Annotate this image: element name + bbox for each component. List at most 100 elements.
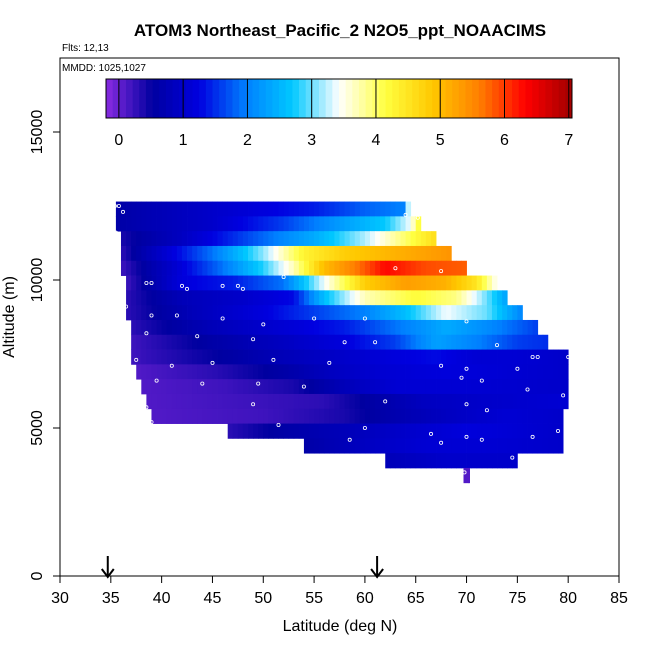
- heatmap-cell: [410, 438, 417, 454]
- colorbar-segment: [106, 79, 114, 118]
- heatmap-cell: [161, 245, 168, 262]
- heatmap-cell: [385, 334, 391, 350]
- heatmap-cell: [471, 408, 478, 424]
- heatmap-cell: [441, 364, 447, 380]
- heatmap-cell: [441, 260, 447, 276]
- heatmap-cell: [171, 334, 178, 350]
- sample-points: [112, 203, 571, 475]
- heatmap-cell: [456, 423, 462, 439]
- heatmap-cell: [293, 334, 300, 350]
- heatmap-cell: [319, 423, 325, 439]
- heatmap-cell: [242, 319, 249, 336]
- heatmap-cell: [319, 260, 325, 276]
- heatmap-cell: [420, 393, 427, 410]
- heatmap-cell: [288, 290, 295, 306]
- heatmap-cell: [324, 275, 330, 291]
- heatmap-cell: [212, 275, 218, 291]
- heatmap-cell: [537, 349, 544, 365]
- heatmap-cell: [359, 364, 366, 380]
- heatmap-cell: [537, 393, 544, 410]
- heatmap-cell: [222, 334, 229, 350]
- y-tick-label: 15000: [29, 110, 46, 155]
- heatmap-cell: [369, 201, 376, 217]
- heatmap-cell: [131, 231, 137, 247]
- heatmap-cells: [115, 201, 569, 484]
- heatmap-cell: [181, 245, 188, 262]
- heatmap-cell: [166, 305, 173, 321]
- heatmap-cell: [385, 349, 391, 365]
- heatmap-cell: [217, 245, 224, 262]
- heatmap-cell: [141, 260, 147, 276]
- heatmap-cell: [517, 379, 523, 395]
- heatmap-cell: [410, 453, 417, 469]
- heatmap-cell: [405, 423, 412, 439]
- heatmap-cell: [380, 438, 386, 454]
- heatmap-cell: [385, 379, 391, 395]
- heatmap-cell: [171, 319, 178, 336]
- heatmap-cell: [369, 393, 376, 410]
- heatmap-cell: [293, 201, 300, 217]
- heatmap-cell: [273, 364, 279, 380]
- colorbar-segment: [505, 79, 513, 118]
- x-tick-label: 55: [305, 590, 323, 607]
- heatmap-cell: [161, 393, 168, 410]
- heatmap-cell: [263, 408, 269, 424]
- heatmap-cell: [253, 275, 259, 291]
- heatmap-cell: [456, 260, 462, 276]
- heatmap-cell: [390, 408, 396, 424]
- heatmap-cell: [156, 364, 163, 380]
- heatmap-cell: [395, 408, 401, 424]
- colorbar-segment: [265, 79, 273, 118]
- heatmap-cell: [141, 216, 147, 232]
- heatmap-cell: [187, 245, 193, 262]
- heatmap-cell: [425, 453, 432, 469]
- sample-point: [383, 399, 388, 404]
- heatmap-cell: [532, 393, 539, 410]
- heatmap-cell: [400, 438, 406, 454]
- heatmap-cell: [141, 245, 147, 262]
- heatmap-cell: [471, 438, 478, 454]
- heatmap-cell: [217, 305, 224, 321]
- heatmap-cell: [258, 216, 264, 232]
- heatmap-cell: [314, 334, 320, 350]
- heatmap-cell: [237, 364, 244, 380]
- x-tick-label: 75: [508, 590, 526, 607]
- sample-point: [281, 274, 286, 279]
- heatmap-cell: [329, 275, 335, 291]
- heatmap-cell: [476, 379, 483, 395]
- heatmap-cell: [242, 364, 249, 380]
- heatmap-cell: [187, 231, 193, 247]
- heatmap-cell: [166, 393, 173, 410]
- heatmap-cell: [176, 201, 183, 217]
- heatmap-cell: [385, 423, 391, 439]
- heatmap-cell: [415, 290, 422, 306]
- heatmap-cell: [146, 275, 152, 291]
- heatmap-cell: [517, 438, 523, 454]
- heatmap-cell: [481, 275, 488, 291]
- heatmap-cell: [248, 231, 254, 247]
- heatmap-cell: [222, 260, 229, 276]
- heatmap-cell: [324, 393, 330, 410]
- heatmap-cell: [207, 364, 213, 380]
- heatmap-cell: [258, 319, 264, 336]
- heatmap-cell: [385, 201, 391, 217]
- sample-point: [530, 354, 535, 359]
- heatmap-cell: [156, 408, 163, 424]
- heatmap-cell: [192, 349, 198, 365]
- date-annotation: MMDD: 1025,1027: [62, 63, 146, 74]
- heatmap-cell: [415, 216, 422, 232]
- heatmap-cell: [176, 275, 183, 291]
- heatmap-cell: [425, 423, 432, 439]
- heatmap-cell: [395, 305, 401, 321]
- heatmap-cell: [400, 305, 406, 321]
- heatmap-cell: [385, 231, 391, 247]
- heatmap-cell: [268, 349, 274, 365]
- heatmap-cell: [390, 275, 396, 291]
- heatmap-cell: [466, 379, 473, 395]
- heatmap-cell: [202, 290, 208, 306]
- heatmap-cell: [171, 379, 178, 395]
- heatmap-cell: [334, 245, 340, 262]
- heatmap-cell: [314, 379, 320, 395]
- heatmap-cell: [395, 438, 401, 454]
- heatmap-cell: [497, 334, 503, 350]
